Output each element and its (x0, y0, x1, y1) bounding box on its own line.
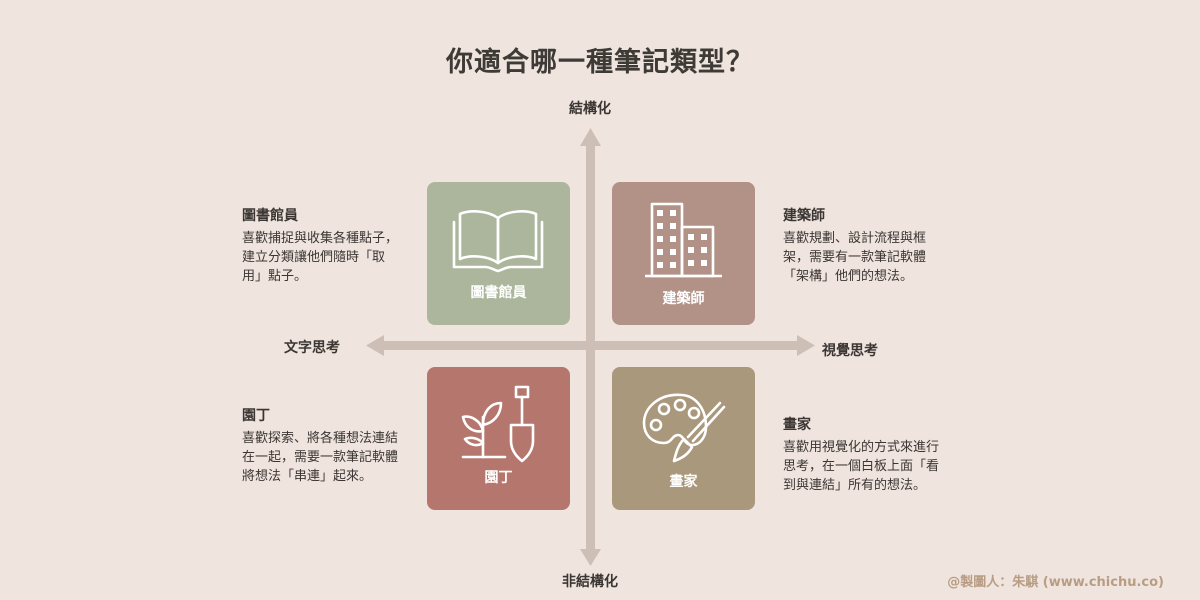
card-label-painter: 畫家 (669, 474, 698, 490)
card-label-architect: 建築師 (662, 291, 705, 307)
horizontal-axis-line (383, 341, 798, 350)
axis-label-unstructured: 非結構化 (562, 574, 618, 590)
description-title: 圖書館員 (242, 208, 298, 224)
open-book-icon (452, 210, 544, 273)
description-title: 畫家 (783, 417, 811, 433)
axis-label-structured: 結構化 (569, 101, 611, 117)
description-architect: 建築師 喜歡規劃、設計流程與框架，需要有一款筆記軟體「架構」他們的想法。 (783, 205, 943, 286)
description-body: 喜歡用視覺化的方式來進行思考，在一個白板上面「看到與連結」所有的想法。 (783, 440, 940, 493)
description-body: 喜歡探索、將各種想法連結在一起，需要一款筆記軟體將想法「串連」起來。 (242, 431, 399, 484)
axis-label-visual-thinking: 視覺思考 (822, 343, 878, 359)
description-title: 建築師 (783, 208, 825, 224)
axis-arrow-up (580, 128, 601, 146)
card-label-librarian: 圖書館員 (470, 285, 527, 301)
card-librarian: 圖書館員 (427, 182, 570, 325)
description-painter: 畫家 喜歡用視覺化的方式來進行思考，在一個白板上面「看到與連結」所有的想法。 (783, 414, 943, 495)
description-body: 喜歡規劃、設計流程與框架，需要有一款筆記軟體「架構」他們的想法。 (783, 231, 927, 284)
axis-label-text-thinking: 文字思考 (284, 340, 340, 356)
card-gardener: 園丁 (427, 367, 570, 510)
description-librarian: 圖書館員 喜歡捕捉與收集各種點子，建立分類讓他們隨時「取用」點子。 (242, 205, 402, 286)
card-architect: 建築師 (612, 182, 755, 325)
credit-text: @製圖人：朱騏 (www.chichu.co) (947, 575, 1164, 590)
axis-arrow-left (366, 335, 384, 356)
description-gardener: 園丁 喜歡探索、將各種想法連結在一起，需要一款筆記軟體將想法「串連」起來。 (242, 405, 402, 486)
axis-arrow-right (797, 335, 815, 356)
axis-arrow-down (580, 549, 601, 566)
sprout-shovel-icon (461, 385, 535, 463)
card-label-gardener: 園丁 (484, 470, 513, 486)
description-body: 喜歡捕捉與收集各種點子，建立分類讓他們隨時「取用」點子。 (242, 231, 399, 284)
palette-brush-icon (642, 393, 726, 463)
description-title: 園丁 (242, 408, 270, 424)
page-title: 你適合哪一種筆記類型？ (446, 47, 754, 78)
buildings-icon (645, 202, 722, 278)
card-painter: 畫家 (612, 367, 755, 510)
